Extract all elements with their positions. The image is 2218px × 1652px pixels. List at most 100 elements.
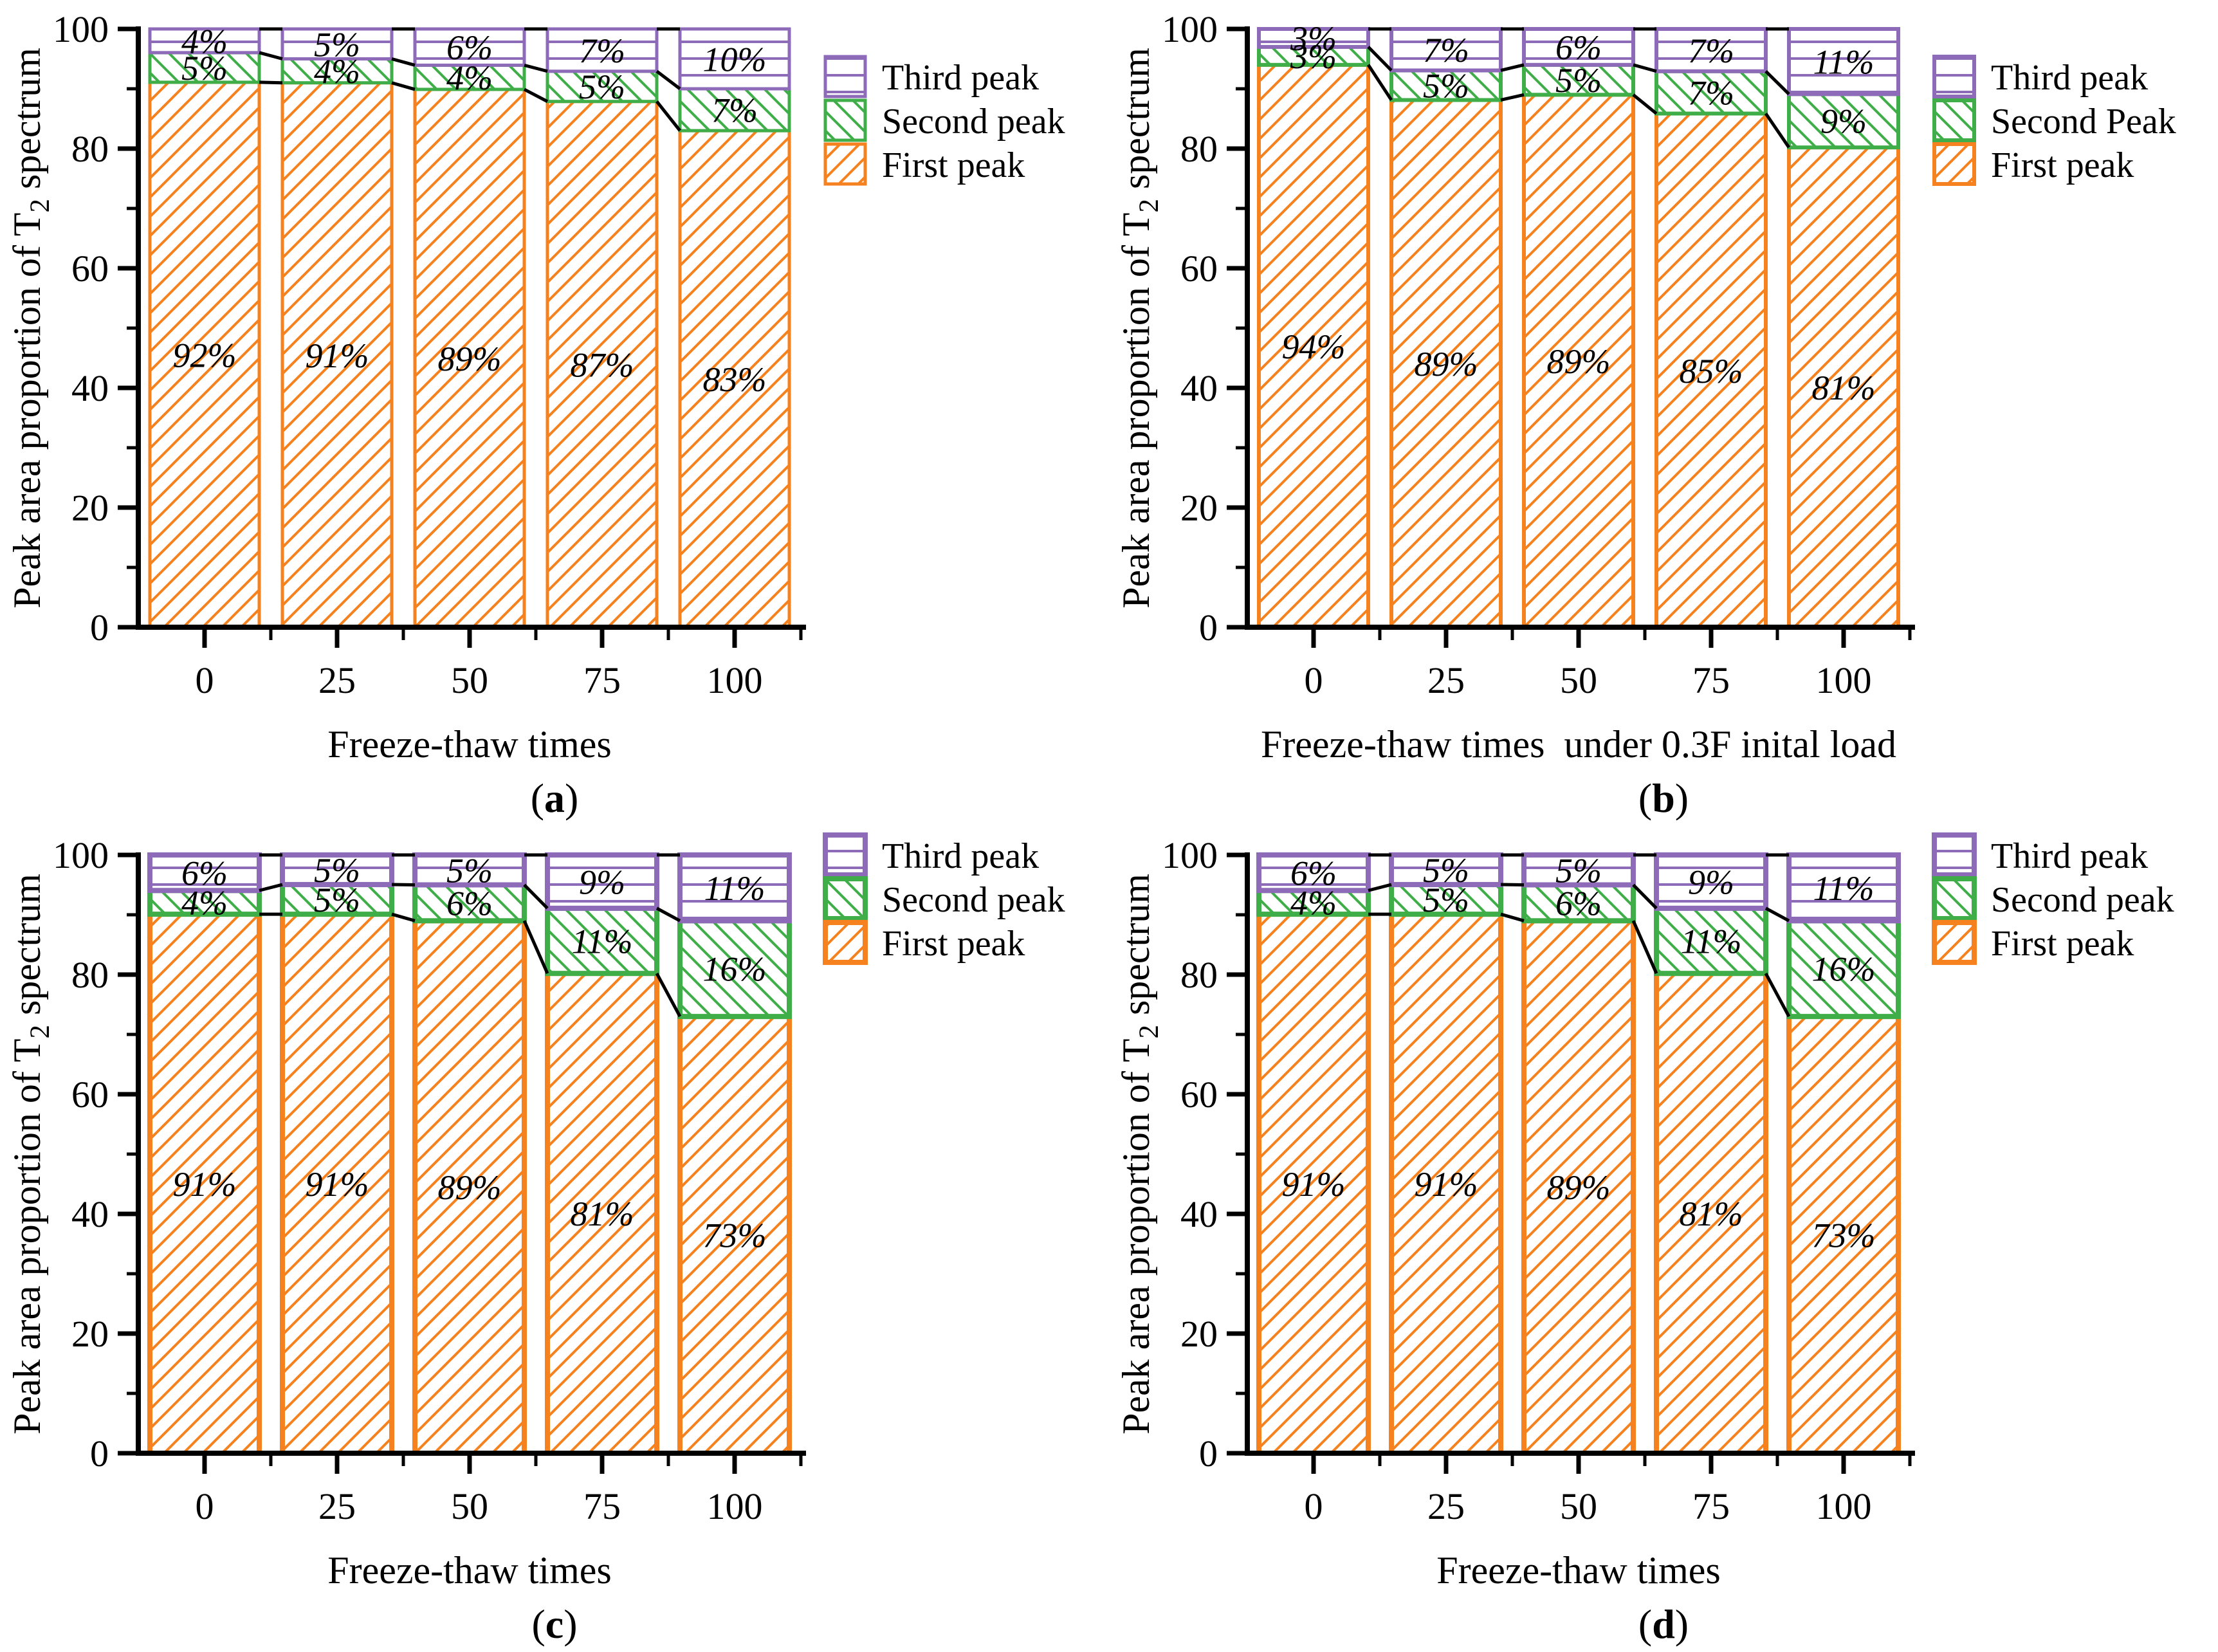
segment-label: 6% bbox=[1555, 28, 1602, 67]
x-tick-label: 0 bbox=[196, 1485, 214, 1527]
third-peak-swatch-icon bbox=[1932, 832, 1977, 877]
legend-item-first-peak: First peak bbox=[1932, 142, 2134, 186]
legend-label: Second peak bbox=[882, 102, 1065, 142]
x-tick-label: 0 bbox=[196, 659, 214, 701]
y-tick-label: 20 bbox=[1180, 1313, 1218, 1355]
y-tick-label: 60 bbox=[71, 248, 109, 289]
legend-item-third-peak: Third peak bbox=[823, 832, 1039, 877]
connector-line bbox=[1366, 64, 1393, 101]
x-tick-label: 0 bbox=[1305, 1485, 1323, 1527]
connector-line bbox=[655, 906, 681, 922]
second-peak-swatch-icon bbox=[1932, 876, 1977, 921]
segment-label: 89% bbox=[1415, 345, 1478, 383]
bars bbox=[148, 27, 791, 629]
connector-line bbox=[523, 883, 549, 910]
svg-text:Peak area proportion of T2 spe: Peak area proportion of T2 spectrum bbox=[6, 874, 55, 1435]
connector-line bbox=[1631, 920, 1658, 975]
y-tick-label: 80 bbox=[1180, 128, 1218, 170]
connector-line bbox=[1764, 972, 1791, 1018]
segment-label: 5% bbox=[1423, 881, 1469, 919]
segment-label: 91% bbox=[306, 336, 369, 375]
legend-item-third-peak: Third peak bbox=[1932, 55, 2148, 98]
legend-item-second-peak: Second peak bbox=[823, 876, 1065, 921]
y-tick-label: 0 bbox=[90, 1433, 109, 1474]
segment-label: 89% bbox=[438, 340, 502, 378]
bar-75-first-peak bbox=[1654, 111, 1768, 630]
x-axis-title: Freeze-thaw times bbox=[1436, 1549, 1720, 1592]
connector-line bbox=[524, 63, 548, 73]
panel-d: 91% 4% 6% 91% 5% 5% 89% 6% 5% 81% 11% 9% 73% 16% 11% 0 2… bbox=[1109, 826, 2218, 1652]
bar-25-third-peak bbox=[1389, 852, 1503, 888]
connector-line bbox=[655, 972, 682, 1018]
segment-label: 4% bbox=[181, 884, 228, 922]
segment-label: 81% bbox=[1680, 1195, 1743, 1233]
bar-0-third-peak bbox=[1257, 27, 1370, 49]
segment-label: 16% bbox=[1812, 950, 1876, 989]
bar-100-third-peak bbox=[678, 27, 791, 91]
legend-label: Third peak bbox=[882, 58, 1039, 98]
bar-100-second-peak bbox=[677, 918, 792, 1020]
x-axis-title: Freeze-thaw times bbox=[327, 1549, 611, 1592]
segment-label: 89% bbox=[438, 1168, 502, 1207]
bar-75-first-peak bbox=[545, 100, 659, 629]
segment-label: 91% bbox=[306, 1165, 369, 1204]
bar-50-second-peak bbox=[413, 63, 526, 91]
connector-line bbox=[259, 883, 283, 892]
segment-label: 9% bbox=[1820, 102, 1867, 141]
y-tick-label: 0 bbox=[90, 607, 109, 648]
legend-item-first-peak: First peak bbox=[823, 142, 1025, 186]
segment-labels: 91%4%6%91%5%5%89%6%5%81%11%9%73%16%11% bbox=[173, 851, 767, 1255]
segment-label: 4% bbox=[314, 52, 360, 91]
bar-75-third-peak bbox=[545, 27, 659, 73]
x-tick-label: 25 bbox=[1427, 1485, 1465, 1527]
bar-25-first-peak bbox=[280, 81, 394, 629]
bar-75-third-peak bbox=[545, 852, 659, 911]
y-tick-label: 100 bbox=[1162, 834, 1218, 876]
connector-line bbox=[655, 100, 681, 132]
legend-item-third-peak: Third peak bbox=[823, 55, 1039, 98]
segment-label: 11% bbox=[1681, 922, 1742, 961]
x-tick-label: 75 bbox=[583, 1485, 621, 1527]
chart-b: 94%3%3%89%5%7%89%5%6%85%7%7%81%9%11%0204… bbox=[1115, 8, 2176, 821]
segment-label: 3% bbox=[1290, 19, 1337, 58]
bar-75-second-peak bbox=[545, 69, 659, 104]
segment-label: 91% bbox=[1415, 1165, 1478, 1204]
y-axis-title: Peak area proportion of T2 spectrum bbox=[1115, 48, 1164, 609]
bar-100-first-peak bbox=[1786, 1014, 1901, 1456]
segment-label: 73% bbox=[1812, 1216, 1876, 1255]
axes: 0 20 40 60 80 100 0 25 50 75 100 bbox=[1162, 8, 1915, 701]
segment-labels: 94%3%3%89%5%7%89%5%6%85%7%7%81%9%11% bbox=[1282, 19, 1876, 407]
bar-100-third-peak bbox=[1787, 27, 1900, 96]
bar-50-third-peak bbox=[413, 27, 526, 67]
segment-label: 5% bbox=[1555, 61, 1602, 100]
first-peak-swatch-icon bbox=[1932, 142, 1976, 186]
bar-25-third-peak bbox=[280, 852, 394, 888]
bar-0-first-peak bbox=[1256, 912, 1371, 1456]
third-peak-swatch-icon bbox=[823, 55, 867, 98]
x-tick-label: 50 bbox=[451, 1485, 488, 1527]
x-tick-label: 75 bbox=[583, 659, 621, 701]
legend-label: Third peak bbox=[1991, 58, 2148, 98]
y-tick-label: 20 bbox=[71, 487, 109, 529]
y-tick-label: 40 bbox=[71, 1193, 109, 1235]
y-tick-label: 100 bbox=[53, 834, 109, 876]
bar-50-first-peak bbox=[412, 918, 527, 1456]
connector-line bbox=[1632, 93, 1658, 115]
x-axis-title: Freeze-thaw times bbox=[327, 723, 611, 766]
legend-label: Second peak bbox=[1991, 880, 2174, 920]
segment-label: 5% bbox=[314, 881, 360, 919]
connector-line bbox=[1500, 93, 1525, 102]
y-tick-label: 60 bbox=[1180, 248, 1218, 289]
segment-label: 91% bbox=[1282, 1165, 1346, 1204]
legend-label: First peak bbox=[1991, 924, 2134, 964]
segment-label: 3% bbox=[1290, 37, 1337, 76]
segment-label: 85% bbox=[1680, 352, 1743, 390]
svg-text:Peak area proportion of T2 spe: Peak area proportion of T2 spectrum bbox=[1115, 874, 1164, 1435]
y-tick-label: 60 bbox=[71, 1074, 109, 1115]
segment-label: 6% bbox=[446, 28, 493, 67]
second-peak-swatch-icon bbox=[823, 876, 868, 921]
segment-label: 16% bbox=[703, 950, 767, 989]
segment-label: 5% bbox=[579, 68, 625, 106]
y-tick-label: 60 bbox=[1180, 1074, 1218, 1115]
x-tick-label: 100 bbox=[707, 1485, 763, 1527]
